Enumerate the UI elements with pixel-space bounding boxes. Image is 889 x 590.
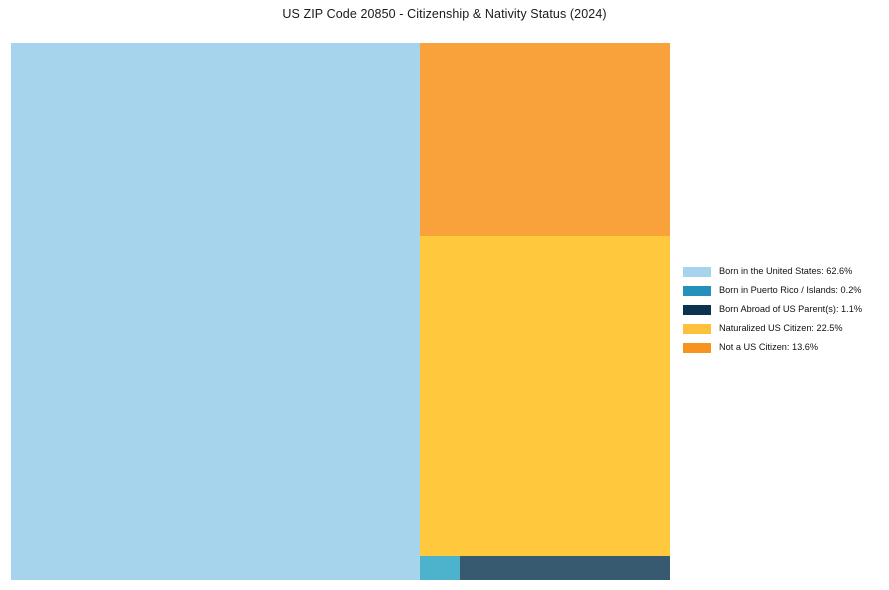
legend-swatch [683,285,711,296]
treemap-tile[interactable]: Born Abroad of US Parent(s) [460,556,670,580]
treemap-plot-area: Born in the United StatesNot a US Citize… [11,43,670,580]
chart-legend: Born in the United States: 62.6% Born in … [683,262,883,357]
treemap-tile[interactable]: Naturalized US Citizen [420,236,670,556]
legend-swatch [683,304,711,315]
legend-swatch [683,323,711,334]
treemap-tile[interactable]: Not a US Citizen [420,43,670,236]
treemap-tile[interactable]: Born in Puerto Rico / Islands [420,556,460,580]
legend-item[interactable]: Naturalized US Citizen: 22.5% [683,319,883,338]
legend-item[interactable]: Not a US Citizen: 13.6% [683,338,883,357]
legend-item[interactable]: Born in the United States: 62.6% [683,262,883,281]
legend-swatch [683,266,711,277]
legend-swatch [683,342,711,353]
chart-title: US ZIP Code 20850 - Citizenship & Nativi… [282,7,607,21]
legend-item[interactable]: Born Abroad of US Parent(s): 1.1% [683,300,883,319]
legend-label: Naturalized US Citizen: 22.5% [719,323,843,333]
legend-label: Born in Puerto Rico / Islands: 0.2% [719,285,862,295]
treemap-tile[interactable]: Born in the United States [11,43,420,580]
legend-label: Born in the United States: 62.6% [719,266,853,276]
legend-item[interactable]: Born in Puerto Rico / Islands: 0.2% [683,281,883,300]
legend-label: Born Abroad of US Parent(s): 1.1% [719,304,862,314]
legend-label: Not a US Citizen: 13.6% [719,342,819,352]
